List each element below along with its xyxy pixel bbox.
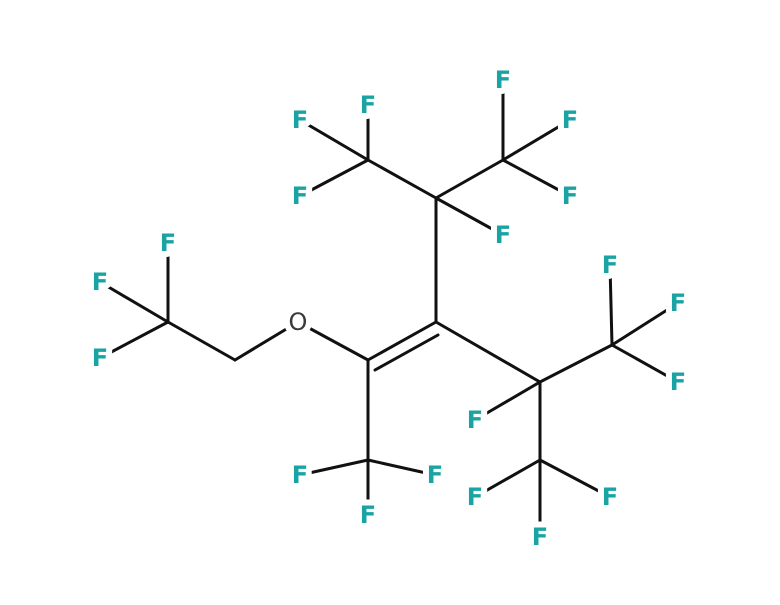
atom-labels: F F F O F F F F F F F F F F F F F F F F … <box>86 60 692 557</box>
atom-label: F <box>562 182 578 210</box>
atom-label: F <box>670 289 686 317</box>
atom-label: F <box>562 106 578 134</box>
atom-label: F <box>467 406 483 434</box>
atom-label: F <box>360 91 376 119</box>
bonds <box>98 78 680 539</box>
atom-label: F <box>160 229 176 257</box>
atom-label: F <box>532 523 548 551</box>
atom-label: F <box>92 344 108 372</box>
atom-label: F <box>427 461 443 489</box>
atom-label: F <box>467 483 483 511</box>
atom-label: F <box>670 368 686 396</box>
atom-label: O <box>289 308 308 336</box>
atom-label: F <box>292 106 308 134</box>
atom-label: F <box>495 66 511 94</box>
atom-label: F <box>602 251 618 279</box>
atom-label: F <box>92 268 108 296</box>
atom-label: F <box>292 182 308 210</box>
atom-label: F <box>602 483 618 511</box>
atom-label: F <box>292 461 308 489</box>
atom-label: F <box>495 221 511 249</box>
atom-label: F <box>360 501 376 529</box>
